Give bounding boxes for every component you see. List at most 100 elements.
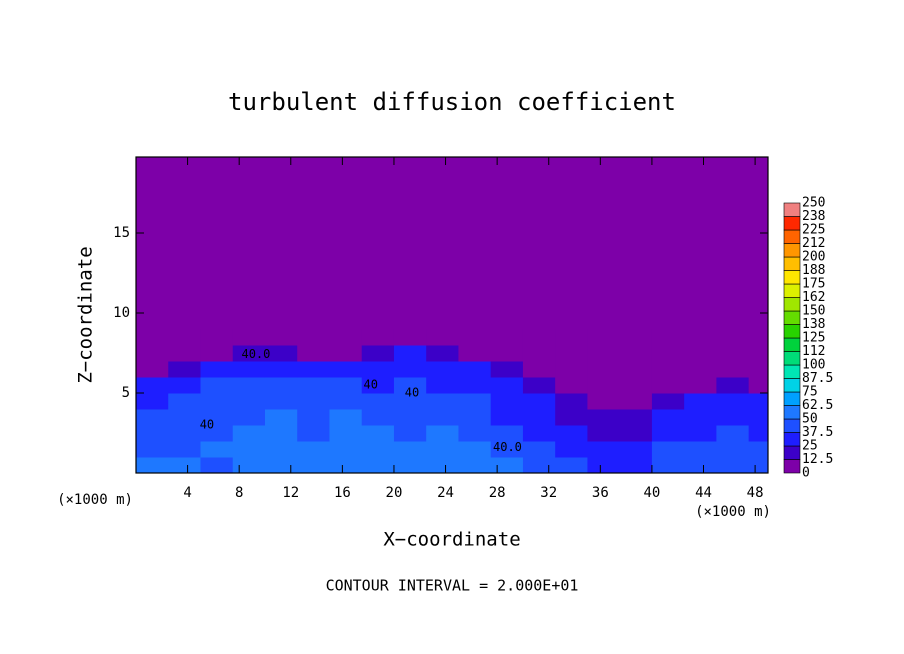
- cell: [136, 393, 169, 410]
- colorbar-label: 212: [802, 236, 825, 251]
- cell: [232, 377, 266, 394]
- cell: [136, 329, 169, 346]
- colorbar-label: 0: [802, 466, 810, 481]
- cell: [555, 345, 588, 362]
- cell: [200, 457, 234, 473]
- colorbar-label: 150: [802, 304, 825, 319]
- cell: [716, 345, 750, 362]
- x-axis-label: X−coordinate: [383, 529, 520, 551]
- colorbar-swatch: [783, 297, 801, 312]
- cell: [200, 441, 234, 458]
- colorbar-label: 62.5: [802, 398, 833, 413]
- cell: [651, 377, 685, 394]
- cell: [232, 361, 266, 378]
- cell: [168, 409, 201, 426]
- cell: [136, 425, 169, 442]
- cell: [361, 345, 395, 362]
- colorbar-swatch: [783, 283, 801, 298]
- colorbar-label: 225: [802, 223, 825, 238]
- cell: [716, 361, 750, 378]
- cell: [522, 345, 556, 362]
- colorbar-label: 200: [802, 250, 825, 265]
- cell: [555, 457, 588, 473]
- colorbar-label: 100: [802, 358, 825, 373]
- cell: [619, 361, 653, 378]
- cell: [458, 377, 492, 394]
- cell: [684, 377, 717, 394]
- cell: [264, 393, 298, 410]
- colorbar-swatch: [783, 391, 801, 406]
- cell: [297, 393, 330, 410]
- colorbar-swatch: [783, 216, 801, 231]
- cell: [297, 441, 330, 458]
- cell: [426, 361, 459, 378]
- contour-label: 40: [405, 386, 419, 400]
- cell: [522, 457, 556, 473]
- cell: [264, 441, 298, 458]
- cell: [232, 409, 266, 426]
- cell: [329, 393, 363, 410]
- cell: [393, 409, 427, 426]
- cell: [168, 377, 201, 394]
- cell: [490, 425, 524, 442]
- cell: [748, 409, 768, 426]
- x-tick-label: 44: [695, 485, 712, 501]
- colorbar-swatch: [783, 256, 801, 271]
- cell: [587, 441, 621, 458]
- cell: [522, 361, 556, 378]
- colorbar-label: 238: [802, 209, 825, 224]
- cell: [587, 329, 621, 346]
- cell: [748, 361, 768, 378]
- cell: [329, 409, 363, 426]
- cell: [136, 361, 169, 378]
- cell: [490, 345, 524, 362]
- cell: [297, 361, 330, 378]
- cell: [684, 441, 717, 458]
- cell: [555, 329, 588, 346]
- cell: [136, 377, 169, 394]
- cell: [716, 329, 750, 346]
- cell: [329, 377, 363, 394]
- colorbar-label: 125: [802, 331, 825, 346]
- colorbar-label: 87.5: [802, 371, 833, 386]
- cell: [619, 409, 653, 426]
- cell: [458, 345, 492, 362]
- cell: [361, 393, 395, 410]
- colorbar-swatch: [783, 337, 801, 352]
- cell: [168, 345, 201, 362]
- colorbar-swatch: [783, 351, 801, 366]
- cell: [522, 425, 556, 442]
- cell: [587, 393, 621, 410]
- colorbar-swatch: [783, 405, 801, 420]
- cell: [587, 361, 621, 378]
- colorbar-label: 75: [802, 385, 818, 400]
- cell: [232, 441, 266, 458]
- colorbar-swatch: [783, 202, 801, 217]
- cell: [329, 457, 363, 473]
- colorbar-swatch: [783, 432, 801, 447]
- cell: [587, 345, 621, 362]
- cell: [522, 393, 556, 410]
- cell: [361, 425, 395, 442]
- chart-title: turbulent diffusion coefficient: [228, 88, 676, 116]
- cell: [426, 345, 459, 362]
- cell: [522, 441, 556, 458]
- x-tick-label: 40: [643, 485, 660, 501]
- y-axis-label: Z−coordinate: [75, 246, 97, 383]
- cell: [264, 345, 298, 362]
- cell: [393, 345, 427, 362]
- cell: [587, 457, 621, 473]
- cell: [716, 393, 750, 410]
- colorbar-label: 12.5: [802, 452, 833, 467]
- cell: [393, 377, 427, 394]
- cell: [684, 457, 717, 473]
- cell: [200, 361, 234, 378]
- cell: [587, 425, 621, 442]
- cell: [619, 457, 653, 473]
- colorbar-swatch: [783, 378, 801, 393]
- x-tick-label: 48: [747, 485, 764, 501]
- colorbar-swatch: [783, 324, 801, 339]
- x-tick-label: 12: [282, 485, 299, 501]
- cell: [297, 329, 330, 346]
- cell: [651, 457, 685, 473]
